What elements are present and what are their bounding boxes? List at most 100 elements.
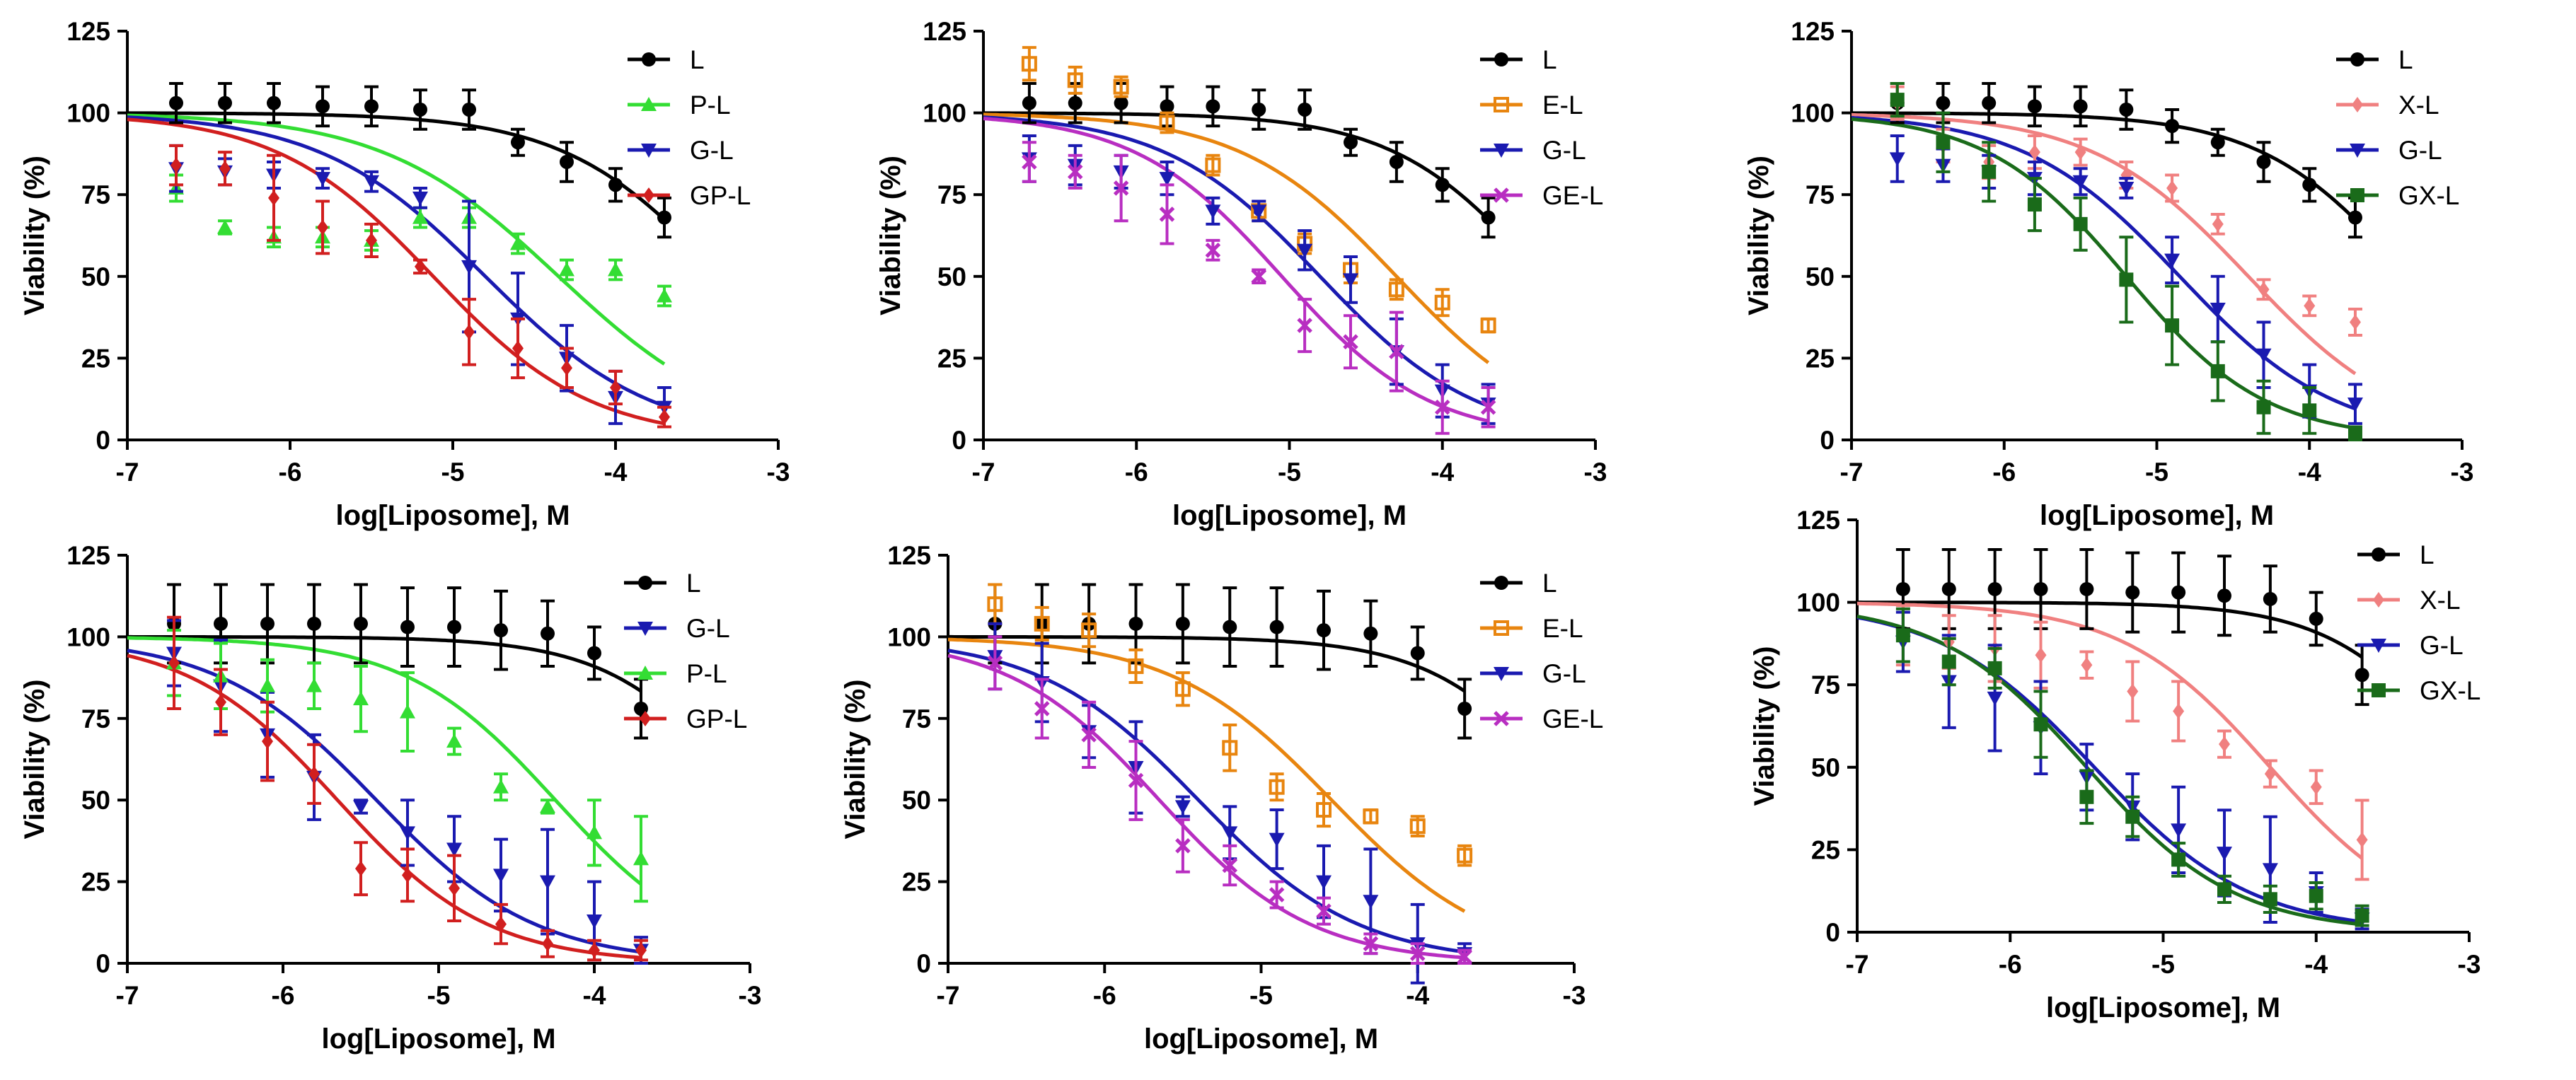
data-point — [657, 210, 671, 225]
y-tick-label: 50 — [937, 262, 966, 291]
y-tick-label: 100 — [1791, 99, 1835, 128]
data-point — [463, 324, 475, 340]
data-point — [1222, 826, 1238, 841]
error-bar — [1082, 612, 1097, 649]
y-tick-label: 100 — [67, 99, 110, 128]
data-point — [2219, 736, 2230, 753]
y-tick-label: 75 — [1806, 180, 1835, 209]
legend-item: L — [1480, 569, 1557, 598]
legend-marker — [641, 97, 657, 111]
data-point — [1067, 164, 1083, 180]
data-point — [218, 95, 232, 110]
x-axis-title: log[Liposome], M — [1172, 500, 1407, 531]
data-point — [2256, 154, 2271, 169]
data-point — [587, 914, 602, 929]
legend-label: G-L — [2398, 136, 2442, 165]
data-point — [1175, 838, 1191, 854]
x-axis-title: log[Liposome], M — [1144, 1023, 1378, 1055]
data-point — [169, 95, 183, 110]
data-point — [1434, 294, 1450, 310]
data-point — [559, 262, 574, 277]
legend-item: GX-L — [2336, 181, 2459, 210]
data-point — [2173, 703, 2185, 719]
data-point — [542, 936, 553, 952]
data-point — [1021, 56, 1037, 72]
y-tick-label: 125 — [923, 17, 966, 46]
x-tick-label: -5 — [1278, 458, 1301, 487]
legend-marker — [2350, 52, 2364, 66]
y-tick-label: 75 — [902, 704, 931, 733]
data-point — [1128, 616, 1143, 631]
fit-curve-L — [127, 111, 666, 221]
y-axis-title: Viability (%) — [840, 680, 871, 840]
data-point — [2217, 847, 2232, 861]
legend-label: G-L — [686, 614, 730, 643]
legend-marker — [641, 144, 657, 158]
legend-item: G-L — [624, 614, 730, 643]
legend-label: G-L — [1542, 136, 1586, 165]
data-point — [587, 646, 601, 661]
x-tick-label: -6 — [272, 981, 295, 1010]
x-tick-label: -7 — [937, 981, 960, 1010]
data-point — [1269, 887, 1285, 902]
data-point — [2171, 585, 2186, 600]
fit-curve-GE-L — [983, 117, 1489, 423]
data-point — [2033, 581, 2048, 596]
data-point — [1895, 628, 1910, 643]
data-point — [1941, 581, 1956, 596]
error-bar — [1269, 772, 1284, 802]
data-point — [353, 800, 369, 815]
error-bar — [1435, 288, 1450, 318]
data-point — [2073, 216, 2088, 231]
y-tick-label: 25 — [937, 344, 966, 373]
data-point — [1890, 93, 1905, 108]
data-point — [540, 799, 555, 813]
legend: L E-L G-L GE-L — [1480, 569, 1603, 733]
legend-label: L — [2420, 540, 2435, 569]
y-tick-label: 25 — [81, 344, 110, 373]
fit-curve-E-L — [983, 112, 1490, 364]
error-bar — [1175, 671, 1190, 707]
error-bar — [1034, 605, 1049, 642]
data-point — [2347, 426, 2362, 441]
legend-marker — [1494, 620, 1509, 636]
data-point — [2210, 364, 2225, 378]
data-point — [2356, 832, 2368, 848]
data-point — [1982, 95, 1997, 110]
legend-item: L — [1480, 45, 1557, 74]
fit-curve-X-L — [1856, 601, 2364, 860]
y-tick-label: 100 — [887, 622, 931, 651]
data-point — [2171, 852, 2186, 867]
y-tick-label: 25 — [1806, 344, 1835, 373]
series-GP-L — [167, 615, 648, 962]
fit-curve-GX-L — [1856, 615, 2362, 927]
data-point — [2264, 766, 2276, 782]
data-point — [214, 616, 228, 631]
data-point — [1160, 99, 1174, 114]
data-point — [1034, 701, 1050, 716]
data-point — [2035, 647, 2047, 663]
fit-curve-GP-L — [127, 117, 665, 426]
data-point — [2118, 181, 2135, 196]
data-point — [2073, 99, 2088, 114]
data-point — [2028, 144, 2040, 161]
data-point — [2081, 657, 2093, 673]
x-tick-label: -6 — [1992, 458, 2016, 487]
legend-label: L — [1542, 45, 1557, 74]
series-G-L — [1895, 610, 2370, 931]
x-tick-label: -5 — [2145, 458, 2168, 487]
data-point — [219, 161, 231, 177]
x-axis-title: log[Liposome], M — [2046, 992, 2280, 1023]
legend-item: GP-L — [628, 181, 751, 210]
y-axis-title: Viability (%) — [19, 680, 50, 840]
series-GE-L — [987, 635, 1472, 965]
data-point — [308, 766, 320, 782]
data-point — [364, 99, 379, 114]
legend-marker — [642, 52, 656, 66]
data-point — [510, 236, 526, 250]
data-point — [413, 102, 427, 117]
data-point — [1159, 115, 1175, 131]
legend-item: E-L — [1480, 614, 1583, 643]
legend-item: L — [628, 45, 705, 74]
data-point — [1480, 399, 1496, 415]
